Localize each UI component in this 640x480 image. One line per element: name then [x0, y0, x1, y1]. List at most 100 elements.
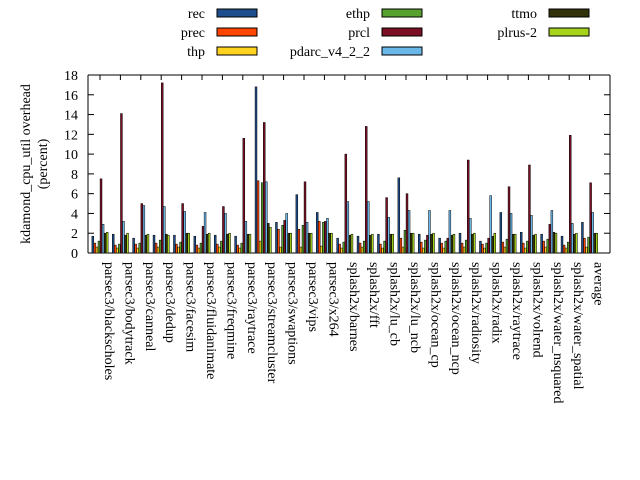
bar-ttmo-23 [573, 233, 576, 254]
bar-ttmo-0 [103, 232, 107, 254]
legend-label: rec [188, 7, 205, 22]
bar-pdarc_v4_2_2-5 [203, 212, 207, 254]
x-tick-label: parsec3/canneal [142, 262, 157, 351]
bar-prcl-24 [589, 182, 592, 254]
bar-prec-21 [522, 242, 525, 254]
x-tick-label: splash2x/ocean_ncp [448, 262, 463, 375]
x-tick-label: splash2x/radiosity [468, 262, 483, 364]
bar-rec-17 [438, 237, 441, 254]
legend-swatch [548, 8, 590, 18]
bar-ttmo-1 [124, 234, 127, 254]
bar-rec-19 [479, 240, 482, 254]
bar-plrus-2-7 [248, 233, 252, 254]
bar-plrus-2-16 [432, 232, 435, 254]
y-tick-label: 8 [71, 168, 78, 183]
bar-prec-12 [338, 243, 341, 254]
x-tick-label: splash2x/water_spatial [570, 262, 585, 390]
bar-plrus-2-6 [228, 232, 231, 254]
bar-thp-20 [503, 246, 507, 254]
bar-prec-2 [134, 243, 137, 254]
bar-pdarc_v4_2_2-1 [122, 221, 125, 254]
bar-plrus-2-22 [554, 232, 558, 254]
bar-thp-1 [116, 247, 119, 254]
bar-pdarc_v4_2_2-4 [183, 211, 186, 254]
bar-ethp-24 [587, 236, 590, 254]
bar-ethp-4 [179, 241, 182, 254]
bar-ethp-14 [383, 240, 386, 254]
bar-ttmo-7 [246, 233, 250, 254]
bar-thp-11 [320, 245, 323, 254]
y-tick-label: 6 [71, 188, 78, 203]
x-tick-label: splash2x/fft [366, 262, 381, 328]
bar-pdarc_v4_2_2-7 [244, 221, 248, 254]
bar-prcl-5 [201, 226, 205, 254]
bar-rec-0 [91, 235, 95, 254]
bar-pdarc_v4_2_2-18 [469, 218, 472, 254]
bar-rec-5 [193, 235, 197, 254]
bar-thp-16 [422, 247, 425, 254]
bar-prec-11 [318, 221, 321, 254]
bar-ethp-21 [526, 240, 529, 254]
x-tick-label: splash2x/volrend [529, 262, 544, 358]
bar-prcl-21 [528, 164, 531, 254]
bar-thp-17 [442, 247, 445, 254]
bar-plrus-2-23 [575, 232, 578, 254]
legend-label: prcl [348, 26, 370, 41]
bar-plrus-2-3 [167, 234, 170, 254]
x-tick-label: splash2x/ocean_cp [427, 262, 442, 368]
bar-thp-14 [381, 247, 384, 254]
bar-thp-23 [564, 247, 568, 254]
bar-rec-10 [295, 194, 299, 254]
bar-prec-10 [297, 229, 301, 254]
bar-rec-23 [560, 235, 564, 254]
bar-prcl-15 [405, 193, 409, 254]
bar-ethp-18 [464, 239, 468, 254]
bar-ttmo-11 [328, 232, 331, 254]
y-tick-label: 14 [64, 109, 78, 124]
legend: rec prec thp ethp prcl pdarc_v4_2_2 ttmo plrus-… [181, 7, 590, 60]
x-tick-label: parsec3/streamcluster [264, 262, 279, 384]
bar-prcl-0 [99, 178, 103, 254]
bar-pdarc_v4_2_2-17 [448, 210, 452, 254]
bar-prcl-13 [365, 126, 368, 254]
bar-prcl-6 [222, 206, 225, 254]
bar-thp-12 [340, 247, 343, 254]
bar-pdarc_v4_2_2-10 [305, 222, 309, 254]
y-tick-label: 4 [71, 207, 78, 222]
bar-thp-18 [462, 246, 466, 254]
bar-ethp-13 [362, 240, 366, 254]
bar-plrus-2-5 [207, 232, 211, 254]
bar-prcl-22 [548, 224, 552, 254]
bar-thp-8 [258, 240, 262, 254]
bar-ttmo-10 [307, 232, 311, 254]
bar-pdarc_v4_2_2-0 [101, 224, 105, 254]
legend-swatch [381, 46, 423, 56]
legend-label: prec [181, 26, 205, 41]
bar-pdarc_v4_2_2-13 [367, 201, 370, 254]
bar-plrus-2-2 [146, 233, 150, 254]
bar-ethp-9 [281, 225, 284, 254]
bar-prec-17 [440, 242, 443, 254]
x-tick-label: parsec3/raytrace [244, 262, 259, 354]
bar-pdarc_v4_2_2-8 [265, 181, 268, 254]
y-tick-label: 10 [64, 148, 78, 163]
x-tick-label: parsec3/facesim [183, 262, 198, 352]
bar-prec-0 [93, 242, 97, 254]
bar-plrus-2-21 [534, 233, 537, 254]
bar-thp-13 [360, 246, 364, 254]
bar-rec-1 [112, 233, 115, 254]
bar-thp-9 [279, 246, 282, 254]
x-tick-label: parsec3/swaptions [285, 262, 300, 365]
bar-prcl-1 [120, 113, 123, 254]
bar-plrus-2-19 [493, 232, 496, 254]
x-tick-label: parsec3/vips [305, 262, 320, 332]
x-tick-label: splash2x/raytrace [509, 262, 524, 360]
bar-rec-3 [152, 234, 156, 254]
bar-plrus-2-1 [126, 232, 129, 254]
bar-ethp-17 [444, 240, 447, 254]
bar-rec-13 [356, 235, 360, 254]
bar-pdarc_v4_2_2-11 [326, 218, 329, 254]
bar-prcl-18 [467, 159, 470, 254]
bar-pdarc_v4_2_2-2 [142, 205, 146, 254]
bar-plrus-2-15 [411, 232, 415, 254]
